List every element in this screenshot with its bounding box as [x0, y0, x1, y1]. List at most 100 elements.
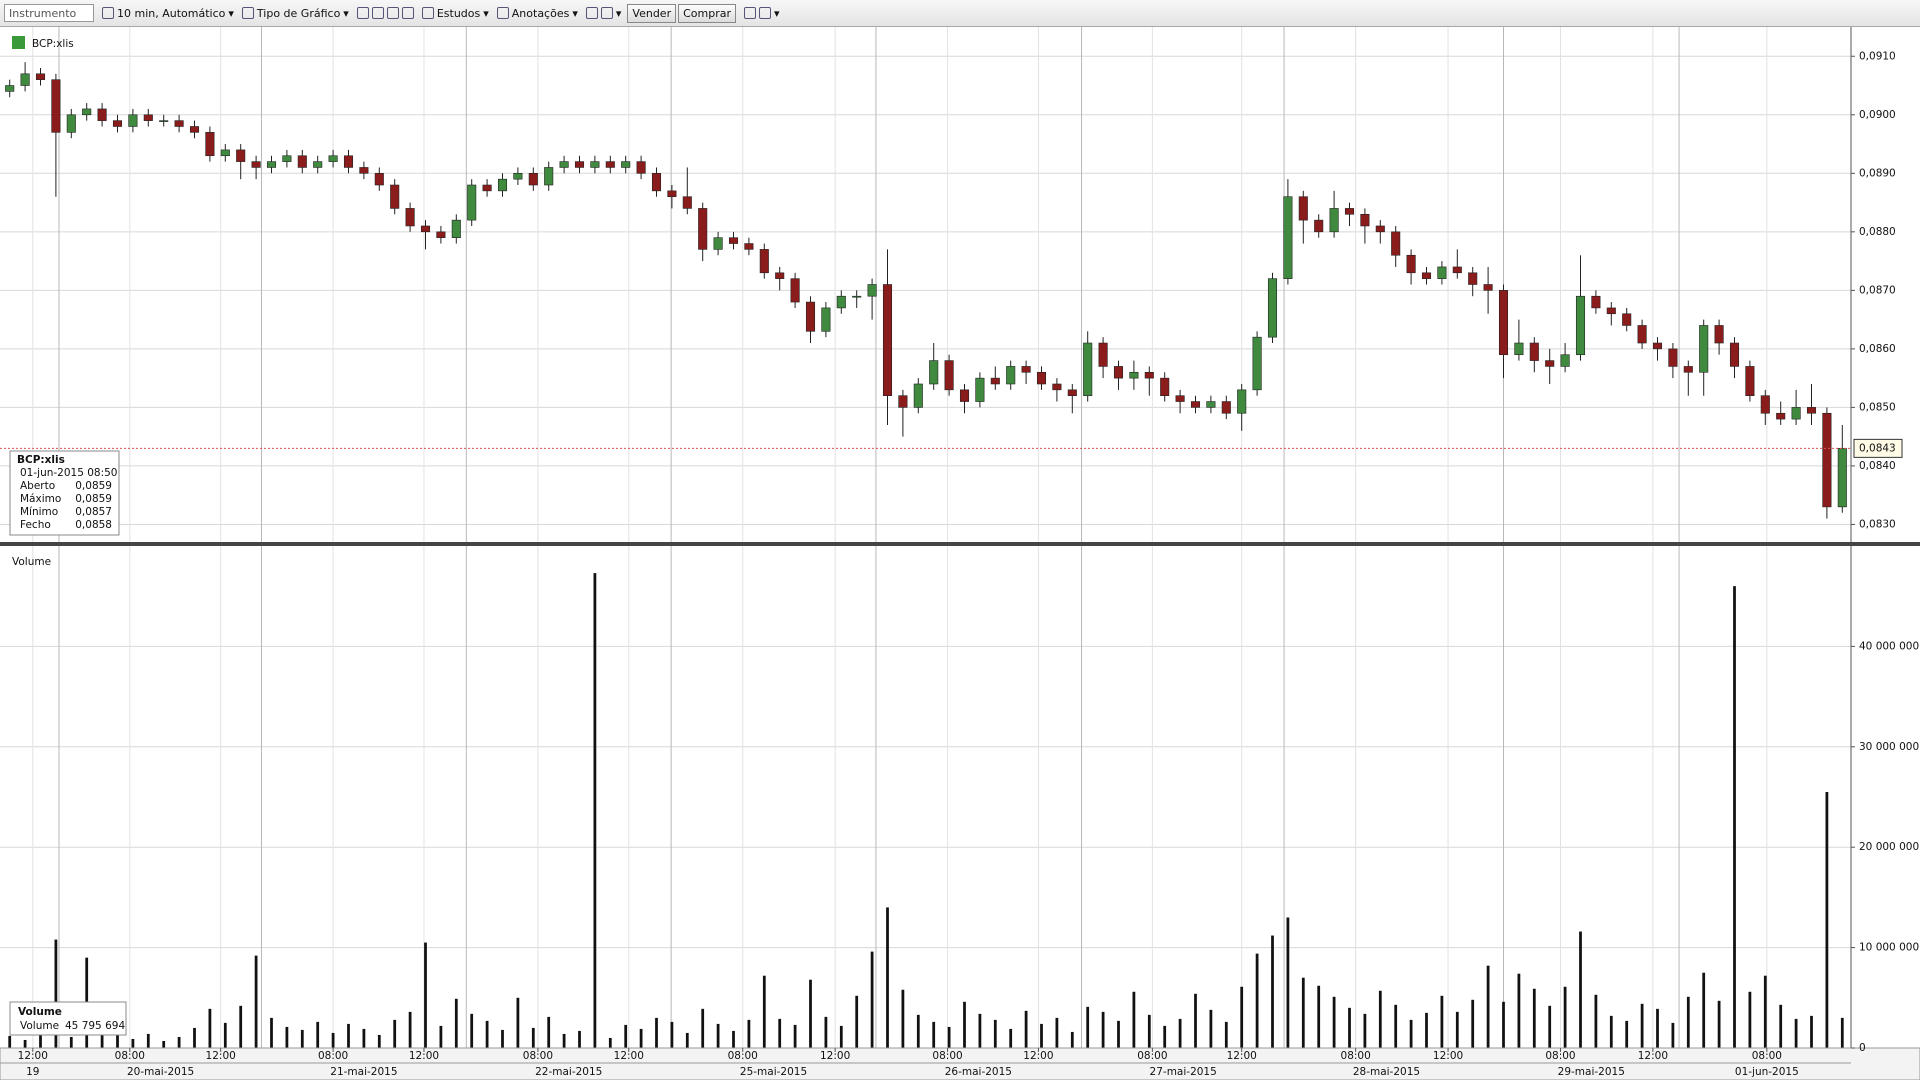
- x-tick-label: 12:00: [1433, 1050, 1463, 1062]
- y-tick-label: 0,0830: [1859, 518, 1896, 530]
- volume-bar: [1332, 996, 1336, 1048]
- candle-body: [1760, 395, 1770, 414]
- volume-bar: [1209, 1009, 1213, 1048]
- studies-menu[interactable]: Estudos ▾: [421, 7, 489, 20]
- candle-body: [1190, 401, 1201, 408]
- volume-bar: [1348, 1007, 1351, 1048]
- zoom-tools[interactable]: [356, 7, 414, 19]
- volume-bar: [1224, 1021, 1228, 1048]
- candle-body: [343, 155, 354, 168]
- volume-pane-title: Volume: [12, 556, 51, 568]
- annotations-menu[interactable]: Anotações ▾: [496, 7, 578, 20]
- volume-bar: [578, 1030, 581, 1048]
- icon: [421, 7, 434, 19]
- candle-body: [1052, 383, 1062, 391]
- icon: [496, 7, 509, 19]
- interval-label: 10 min, Automático: [117, 6, 226, 20]
- price-pane-title: BCP:xlis: [32, 38, 74, 50]
- volume-bar: [1271, 935, 1274, 1048]
- volume-bar: [1378, 990, 1382, 1048]
- candle-body: [651, 173, 662, 192]
- candle-body: [682, 196, 692, 209]
- candle-body: [913, 383, 923, 408]
- volume-bar: [824, 1016, 828, 1048]
- time-axis: [0, 1047, 1920, 1080]
- date-label: 22-mai-2015: [535, 1066, 602, 1078]
- volume-bar: [1317, 985, 1321, 1048]
- buy-button[interactable]: Comprar: [678, 3, 736, 23]
- interval-menu[interactable]: 10 min, Automático ▾: [102, 7, 234, 20]
- volume-bar: [485, 1020, 489, 1048]
- candle-body: [313, 161, 323, 168]
- icon: [371, 7, 384, 19]
- volume-bar: [1471, 999, 1475, 1048]
- volume-bar: [747, 1019, 751, 1048]
- volume-bar: [1255, 953, 1259, 1048]
- candle-body: [1545, 360, 1555, 367]
- candle-body: [1344, 208, 1355, 215]
- export-tools[interactable]: ▾: [744, 7, 780, 20]
- candle-body: [528, 173, 538, 186]
- candle-body: [1776, 412, 1786, 420]
- volume-bar: [239, 1005, 243, 1048]
- candle-body: [1160, 377, 1170, 396]
- date-label: 01-jun-2015: [1735, 1066, 1799, 1078]
- volume-bar: [1517, 973, 1521, 1048]
- volume-bar: [8, 1035, 12, 1048]
- volume-bar: [608, 1037, 612, 1048]
- volume-bar: [470, 1013, 474, 1048]
- volume-bar: [1763, 975, 1767, 1048]
- volume-bar: [1024, 1010, 1028, 1048]
- candle-body: [559, 161, 569, 168]
- icon: [356, 7, 369, 19]
- volume-bar: [963, 1001, 966, 1048]
- icon: [401, 7, 414, 19]
- volume-bar: [1656, 1008, 1659, 1048]
- candle-body: [590, 161, 600, 168]
- marks: [0, 62, 1851, 1048]
- instrument-input[interactable]: Instrumento: [4, 4, 94, 22]
- volume-bar: [1147, 1014, 1151, 1048]
- sell-button[interactable]: Vender: [627, 3, 677, 23]
- volume-bar: [778, 1018, 782, 1048]
- volume-bar: [793, 1024, 797, 1048]
- chart-type-menu[interactable]: Tipo de Gráfico ▾: [241, 7, 349, 20]
- candle-body: [1606, 307, 1616, 315]
- candle-body: [1622, 313, 1632, 326]
- candle-body: [1252, 336, 1262, 391]
- icon: [102, 7, 114, 19]
- date-label: 29-mai-2015: [1558, 1066, 1625, 1078]
- toolbar: Instrumento 10 min, Automático ▾ Tipo de…: [0, 0, 1920, 27]
- candle-body: [698, 208, 708, 250]
- volume-bar: [1486, 965, 1490, 1048]
- volume-bar: [1825, 791, 1829, 1048]
- candle-body: [20, 73, 30, 86]
- volume-bar: [254, 955, 258, 1048]
- candle-body: [451, 219, 461, 238]
- volume-bar: [655, 1017, 658, 1048]
- candle-body: [1036, 371, 1047, 385]
- candle-body: [251, 161, 261, 168]
- candle-body: [1529, 342, 1539, 361]
- candle-body: [97, 108, 107, 121]
- candle-body: [1267, 278, 1278, 338]
- volume-bar: [501, 1029, 504, 1048]
- volume-bar: [886, 907, 889, 1048]
- info-value: 0,0859: [75, 480, 112, 492]
- info-label: Aberto: [20, 480, 55, 492]
- candle-body: [1714, 325, 1724, 344]
- candle-body: [1129, 371, 1139, 379]
- volume-bar: [1178, 1018, 1182, 1048]
- volume-bar: [732, 1030, 735, 1048]
- volume-bar: [947, 1026, 951, 1048]
- y-tick-label: 0,0860: [1859, 343, 1896, 355]
- volume-bar: [993, 1019, 997, 1048]
- candle-body: [1498, 290, 1509, 356]
- volume-bar: [1748, 991, 1752, 1048]
- candle-body: [1206, 401, 1216, 408]
- date-label: 27-mai-2015: [1150, 1066, 1217, 1078]
- draw-tools[interactable]: ▾: [585, 7, 621, 20]
- volume-bar: [1070, 1031, 1074, 1048]
- candle-body: [497, 178, 508, 192]
- candle-body: [1360, 213, 1370, 227]
